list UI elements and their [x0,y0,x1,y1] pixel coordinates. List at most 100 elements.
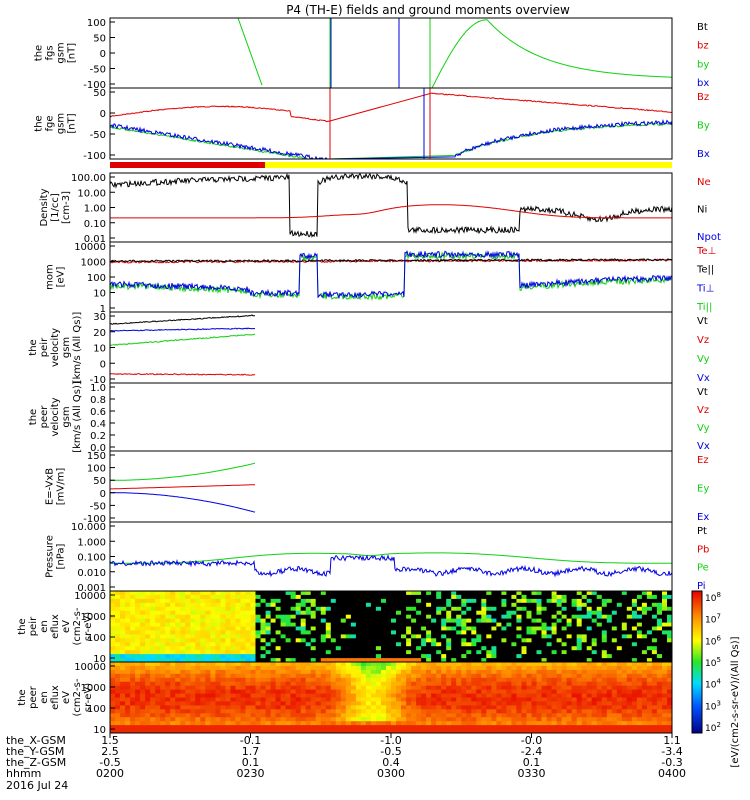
spectrogram-cell [411,606,417,612]
spectrogram-cell [240,665,247,671]
spectrogram-cell [355,622,362,628]
spectrogram-cell [200,658,206,662]
spectrogram-cell [546,669,553,675]
spectrogram-cell [426,725,432,730]
spectrogram-cell [295,598,302,604]
spectrogram-cell [641,709,648,714]
spectrogram-cell [656,598,663,604]
spectrogram-cell [115,626,121,631]
spectrogram-cell [456,669,462,675]
spectrogram-cell [436,662,442,667]
spectrogram-cell [636,626,643,631]
spectrogram-cell [315,713,322,718]
spectrogram-cell [330,665,337,671]
spectrogram-cell [180,614,186,620]
spectrogram-cell [135,650,141,655]
spectrogram-cell [391,658,397,662]
spectrogram-cell [150,594,156,600]
spectrogram-cell [586,721,593,726]
spectrogram-cell [441,665,447,671]
spectrogram-cell [305,606,312,612]
spectrogram-cell [115,677,121,683]
spectrogram-cell [325,721,332,726]
spectrogram-cell [611,677,618,683]
spectrogram-cell [170,634,176,639]
spectrogram-cell [531,685,538,691]
spectrogram-cell [115,606,121,612]
panel-2-legend-item: By [697,121,710,132]
spectrogram-cell [651,634,658,639]
spectrogram-cell [406,701,412,706]
spectrogram-cell [656,642,663,647]
spectrogram-cell [115,713,121,718]
spectrogram-cell [471,729,477,733]
spectrogram-cell [280,693,287,699]
spectrogram-cell [611,598,618,604]
spectrogram-cell [631,650,638,655]
spectrogram-cell [355,669,362,675]
spectrogram-cell [421,705,427,710]
spectrogram-cell [120,701,126,706]
spectrogram-cell [646,725,653,730]
spectrogram-cell [205,685,211,691]
spectrogram-cell [406,646,412,651]
spectrogram-cell [310,697,317,702]
spectrogram-cell [621,721,628,726]
spectrogram-cell [456,614,462,620]
spectrogram-cell [491,642,497,647]
spectrogram-cell [375,650,382,655]
spectrogram-cell [662,705,668,710]
spectrogram-cell [375,606,382,612]
spectrogram-cell [155,618,161,624]
spectrogram-cell [220,697,226,702]
spectrogram-cell [110,721,116,726]
spectrogram-cell [451,602,457,608]
spectrogram-cell [461,701,467,706]
spectrogram-cell [340,618,347,624]
spectrogram-cell [375,717,382,722]
spectrogram-cell [110,638,116,643]
spectrogram-cell [526,614,533,620]
spectrogram-cell [421,610,427,616]
spectrogram-cell [360,602,367,608]
spectrogram-cell [451,673,457,679]
spectrogram-cell [401,626,407,631]
colorbar-tick-label: 103 [705,699,721,712]
spectrogram-cell [125,638,131,643]
spectrogram-cell [120,709,126,714]
spectrogram-cell [601,673,608,679]
spectrogram-cell [656,626,663,631]
spectrogram-cell [586,602,593,608]
spectrogram-cell [155,721,161,726]
spectrogram-cell [180,598,186,604]
spectrogram-cell [641,669,648,675]
spectrogram-cell [641,713,648,718]
spectrogram-cell [195,650,201,655]
spectrogram-cell [220,618,226,624]
spectrogram-cell [170,606,176,612]
spectrogram-cell [506,602,512,608]
spectrogram-cell [320,709,327,714]
spectrogram-cell [350,602,357,608]
spectrogram-cell [320,642,327,647]
spectrogram-cell [446,717,452,722]
spectrogram-cell [556,610,563,616]
spectrogram-cell [375,689,382,695]
spectrogram-cell [265,650,272,655]
spectrogram-cell [531,642,538,647]
spectrogram-cell [200,634,206,639]
spectrogram-cell [110,618,116,624]
spectrogram-cell [180,650,186,655]
spectrogram-cell [225,705,231,710]
spectrogram-cell [406,614,412,620]
panel-4-legend-item: Ti|| [696,302,712,313]
spectrogram-cell [235,642,241,647]
panel-4-plot-area [110,250,672,302]
panel-10-ylabel: peer [28,685,39,709]
spectrogram-cell [200,709,206,714]
spectrogram-cell [611,729,618,733]
spectrogram-cell [571,634,578,639]
panel-8-frame [109,521,673,592]
spectrogram-cell [496,626,502,631]
spectrogram-cell [365,606,372,612]
